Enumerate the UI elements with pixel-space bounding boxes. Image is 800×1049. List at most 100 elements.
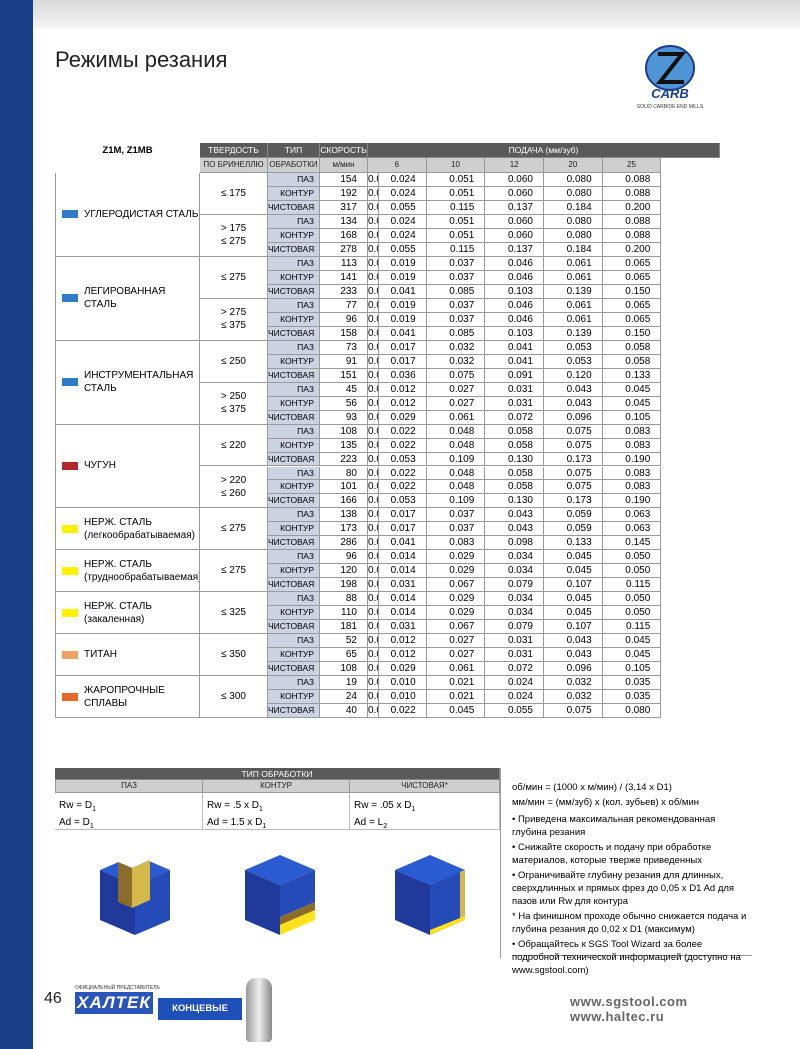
feed: 0.050 <box>602 606 662 621</box>
formula: Rw = .05 x D1 <box>354 799 495 816</box>
feed: 0.088 <box>602 173 662 187</box>
formula-sub: 1 <box>92 806 96 813</box>
swatch <box>62 608 78 617</box>
op-type: ПАЗ <box>268 550 320 565</box>
feed: 0.029 <box>368 410 427 425</box>
feed: 0.061 <box>544 312 603 327</box>
feed: 0.088 <box>602 228 662 243</box>
hardness-line: ≤ 175 <box>221 187 246 199</box>
feed: 0.133 <box>544 536 603 551</box>
op-type: ЧИСТОВАЯ <box>268 704 320 719</box>
material-name: ЛЕГИРОВАННАЯ СТАЛЬ <box>84 286 166 311</box>
feed: 0.109 <box>426 452 486 467</box>
feed: 0.041 <box>368 536 427 551</box>
feed: 0.075 <box>544 424 603 439</box>
hardness-line: > 220 <box>220 474 247 486</box>
feed: 0.017 <box>368 508 427 523</box>
feed: 0.032 <box>426 340 486 355</box>
hardness: > 220 ≤ 260 <box>200 466 268 509</box>
hardness-line: ≤ 275 <box>221 236 246 248</box>
feed: 0.024 <box>368 173 427 187</box>
feed: 0.017 <box>368 522 427 537</box>
feed: 0.034 <box>485 606 544 621</box>
feed: 0.130 <box>485 494 544 509</box>
feed: 0.050 <box>602 550 662 565</box>
feed: 0.107 <box>544 620 603 635</box>
feed: 0.080 <box>544 186 603 201</box>
feed: 0.012 <box>368 382 427 397</box>
op-type: ПАЗ <box>268 214 320 229</box>
swatch <box>62 294 78 303</box>
speed: 110 <box>320 606 368 621</box>
formula: Ad = L2 <box>354 816 495 833</box>
feed: 0.031 <box>485 634 544 649</box>
feed: 0.043 <box>544 396 603 411</box>
feed: 0.032 <box>544 690 603 705</box>
formula: Rw = .5 x D1 <box>207 799 345 816</box>
speed: 65 <box>320 648 368 663</box>
feed: 0.075 <box>426 368 486 383</box>
feed: 0.088 <box>602 214 662 229</box>
feed: 0.105 <box>602 410 662 425</box>
feed: 0.096 <box>544 662 603 677</box>
op-type: КОНТУР <box>268 522 320 537</box>
note: • Обращайтесь к SGS Tool Wizard за более… <box>512 939 741 976</box>
feed: 0.027 <box>426 382 486 397</box>
feed: 0.010 <box>368 676 427 691</box>
material-name: ТИТАН <box>84 649 117 661</box>
feed: 0.051 <box>426 228 486 243</box>
formulas: Rw = .05 x D1 Ad = L2 <box>350 793 500 830</box>
hardness: ≤ 220 <box>200 424 268 467</box>
feed: 0.058 <box>485 424 544 439</box>
feed: 0.115 <box>602 578 662 593</box>
feed: 0.014 <box>368 564 427 579</box>
formulas: Rw = .5 x D1 Ad = 1.5 x D1 <box>203 793 350 830</box>
feed: 0.137 <box>485 242 544 257</box>
hardness: ≤ 325 <box>200 592 268 635</box>
speed: 173 <box>320 522 368 537</box>
feed: 0.031 <box>485 396 544 411</box>
material-name: НЕРЖ. СТАЛЬ (труднообрабатываемая) <box>84 558 200 583</box>
feed: 0.034 <box>485 550 544 565</box>
logo-name: CARB <box>651 86 689 101</box>
feed: 0.012 <box>368 634 427 649</box>
speed: 80 <box>320 466 368 481</box>
speed: 168 <box>320 228 368 243</box>
material: ЧУГУН <box>55 424 200 509</box>
feed: 0.059 <box>544 508 603 523</box>
formula-sub: 2 <box>383 823 388 830</box>
feed: 0.075 <box>544 438 603 453</box>
speed: 278 <box>320 242 368 257</box>
op-type: ПАЗ <box>268 424 320 439</box>
feed: 0.139 <box>544 326 603 341</box>
feed: 0.061 <box>544 270 603 285</box>
feed: 0.075 <box>544 704 603 719</box>
op-type: КОНТУР <box>268 228 320 243</box>
logo-tagline: SOLID CARBIDE END MILLS <box>637 104 704 110</box>
formulas: Rw = D1 Ad = D1 <box>55 793 203 830</box>
mach-type: ЧИСТОВАЯ* <box>350 780 500 793</box>
feed: 0.037 <box>426 312 486 327</box>
hardness-line: ≤ 300 <box>221 691 246 703</box>
feed: 0.045 <box>544 564 603 579</box>
hardness: ≤ 300 <box>200 676 268 719</box>
speed: 108 <box>320 424 368 439</box>
feed: 0.048 <box>426 438 486 453</box>
feed: 0.014 <box>368 592 427 607</box>
op-type: ПАЗ <box>268 466 320 481</box>
feed: 0.053 <box>368 494 427 509</box>
feed: 0.029 <box>368 662 427 677</box>
feed: 0.034 <box>485 592 544 607</box>
feed: 0.058 <box>602 340 662 355</box>
feed: 0.019 <box>368 298 427 313</box>
logo: CARB SOLID CARBIDE END MILLS <box>637 45 704 110</box>
feed: 0.032 <box>544 676 603 691</box>
speed: 52 <box>320 634 368 649</box>
feed: 0.061 <box>426 662 486 677</box>
op-type: ПАЗ <box>268 508 320 523</box>
mach-type: ПАЗ <box>55 780 203 793</box>
op-type: ЧИСТОВАЯ <box>268 326 320 341</box>
material-name: ЖАРОПРОЧНЫЕ СПЛАВЫ <box>84 684 165 709</box>
feed: 0.032 <box>426 354 486 369</box>
op-type: ЧИСТОВАЯ <box>268 284 320 299</box>
